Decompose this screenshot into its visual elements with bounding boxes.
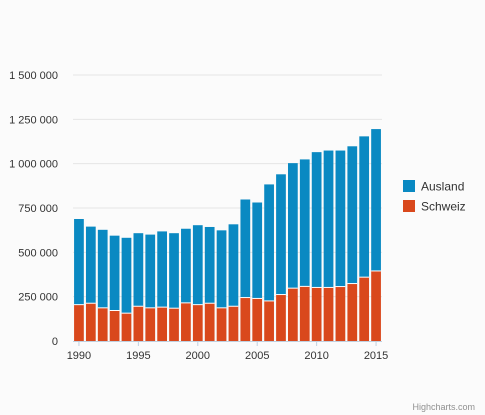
y-axis-ticks: 0 250 000 500 000 750 000 1 000 000 1 250 000… [9, 70, 58, 348]
y-tick-label: 500 000 [18, 247, 58, 259]
bar-ausland-1999[interactable] [181, 228, 191, 303]
bar-schweiz-1996[interactable] [145, 307, 156, 341]
bar-ausland-1996[interactable] [145, 234, 156, 308]
x-tick-label: 2015 [364, 350, 388, 362]
bar-schweiz-2004[interactable] [240, 297, 251, 341]
legend-swatch-ausland[interactable] [403, 180, 415, 192]
y-tick-label: 1 250 000 [9, 114, 58, 126]
legend: Ausland Schweiz [403, 180, 466, 214]
x-tick-label: 2010 [304, 350, 328, 362]
bar-ausland-2009[interactable] [299, 159, 310, 287]
bar-schweiz-1993[interactable] [109, 310, 120, 341]
bar-ausland-1998[interactable] [169, 233, 179, 309]
legend-swatch-schweiz[interactable] [403, 200, 415, 212]
x-tick-label: 2000 [186, 350, 210, 362]
y-tick-label: 250 000 [18, 292, 58, 304]
bar-ausland-2010[interactable] [311, 152, 322, 288]
bar-schweiz-1999[interactable] [181, 302, 191, 341]
bar-schweiz-2001[interactable] [204, 303, 215, 341]
bar-ausland-2015[interactable] [371, 129, 381, 271]
bar-schweiz-1992[interactable] [97, 307, 108, 341]
bar-ausland-2000[interactable] [192, 225, 203, 305]
bar-ausland-1991[interactable] [85, 226, 96, 304]
bar-ausland-2004[interactable] [240, 199, 251, 298]
legend-label-ausland[interactable]: Ausland [421, 180, 464, 194]
bar-schweiz-2008[interactable] [287, 288, 298, 341]
bar-schweiz-1997[interactable] [157, 307, 168, 341]
bar-ausland-2008[interactable] [287, 163, 298, 289]
y-tick-label: 1 000 000 [9, 159, 58, 171]
bar-ausland-2005[interactable] [252, 202, 263, 299]
bar-ausland-2003[interactable] [228, 224, 239, 307]
bar-ausland-1995[interactable] [133, 233, 144, 307]
bar-schweiz-1998[interactable] [169, 308, 179, 341]
bar-schweiz-2015[interactable] [371, 270, 381, 341]
bar-ausland-2007[interactable] [276, 174, 286, 295]
bar-schweiz-2002[interactable] [216, 307, 227, 341]
bar-ausland-2013[interactable] [347, 146, 358, 284]
bar-schweiz-2000[interactable] [192, 304, 203, 341]
bar-schweiz-2013[interactable] [347, 283, 358, 341]
y-tick-label: 1 500 000 [9, 70, 58, 82]
x-tick-label: 2005 [245, 350, 269, 362]
bar-ausland-2001[interactable] [204, 226, 215, 304]
bar-ausland-1990[interactable] [74, 218, 84, 305]
y-tick-label: 0 [52, 336, 58, 348]
bar-schweiz-2006[interactable] [264, 300, 274, 341]
x-axis-ticks: 1990 1995 2000 2005 2010 2015 [67, 341, 388, 362]
bar-schweiz-2012[interactable] [335, 286, 346, 341]
bar-ausland-1997[interactable] [157, 231, 168, 308]
bar-schweiz-2007[interactable] [276, 294, 286, 341]
bar-ausland-1992[interactable] [97, 229, 108, 308]
bar-schweiz-1995[interactable] [133, 306, 144, 341]
bar-schweiz-1994[interactable] [121, 313, 132, 341]
bar-ausland-2014[interactable] [359, 136, 370, 278]
bar-schweiz-2009[interactable] [299, 286, 310, 341]
bar-schweiz-2014[interactable] [359, 277, 370, 341]
bar-ausland-2006[interactable] [264, 184, 274, 301]
bar-schweiz-2011[interactable] [323, 287, 334, 341]
bar-schweiz-1990[interactable] [74, 304, 84, 341]
bars [74, 129, 381, 341]
x-tick-label: 1995 [126, 350, 150, 362]
bar-ausland-2002[interactable] [216, 230, 227, 308]
legend-label-schweiz[interactable]: Schweiz [421, 200, 466, 214]
bar-schweiz-2010[interactable] [311, 287, 322, 341]
bar-schweiz-2005[interactable] [252, 298, 263, 341]
bar-schweiz-1991[interactable] [85, 303, 96, 341]
y-tick-label: 750 000 [18, 203, 58, 215]
bar-ausland-2011[interactable] [323, 150, 334, 288]
credits-text[interactable]: Highcharts.com [412, 402, 475, 412]
bar-ausland-2012[interactable] [335, 150, 346, 287]
bar-ausland-1994[interactable] [121, 237, 132, 314]
bar-ausland-1993[interactable] [109, 235, 120, 311]
x-tick-label: 1990 [67, 350, 91, 362]
bar-schweiz-2003[interactable] [228, 306, 239, 341]
